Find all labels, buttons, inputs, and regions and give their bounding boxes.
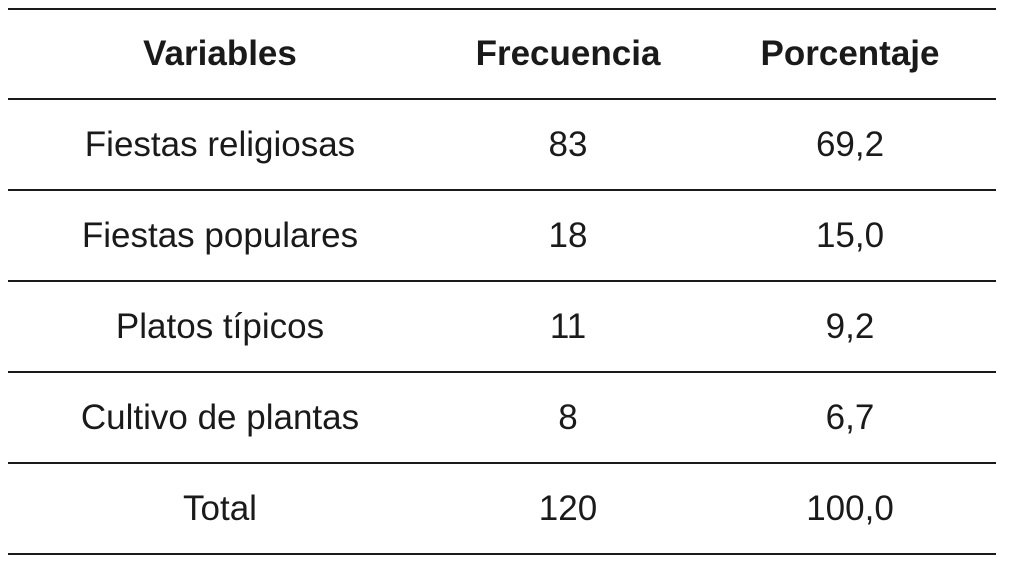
cell-variable: Fiestas populares (8, 190, 432, 282)
table-header: Variables Frecuencia Porcentaje (8, 8, 996, 100)
cell-frequency: 8 (432, 372, 704, 464)
cell-variable: Cultivo de plantas (8, 372, 432, 464)
table-body: Fiestas religiosas 83 69,2 Fiestas popul… (8, 99, 996, 555)
cell-frequency: 11 (432, 281, 704, 373)
cell-frequency: 18 (432, 190, 704, 282)
header-porcentaje: Porcentaje (704, 8, 996, 100)
header-frecuencia: Frecuencia (432, 8, 704, 100)
header-variables: Variables (8, 8, 432, 100)
total-label: Total (8, 463, 432, 555)
table-row: Fiestas religiosas 83 69,2 (8, 99, 996, 191)
total-row: Total 120 100,0 (8, 463, 996, 555)
table-row: Platos típicos 11 9,2 (8, 281, 996, 373)
cell-frequency: 83 (432, 99, 704, 191)
cell-variable: Fiestas religiosas (8, 99, 432, 191)
header-row: Variables Frecuencia Porcentaje (8, 8, 996, 100)
table-row: Fiestas populares 18 15,0 (8, 190, 996, 282)
table-row: Cultivo de plantas 8 6,7 (8, 372, 996, 464)
total-frequency: 120 (432, 463, 704, 555)
cell-variable: Platos típicos (8, 281, 432, 373)
cell-percentage: 69,2 (704, 99, 996, 191)
cell-percentage: 15,0 (704, 190, 996, 282)
total-percentage: 100,0 (704, 463, 996, 555)
frequency-table: Variables Frecuencia Porcentaje Fiestas … (8, 8, 996, 555)
cell-percentage: 9,2 (704, 281, 996, 373)
cell-percentage: 6,7 (704, 372, 996, 464)
